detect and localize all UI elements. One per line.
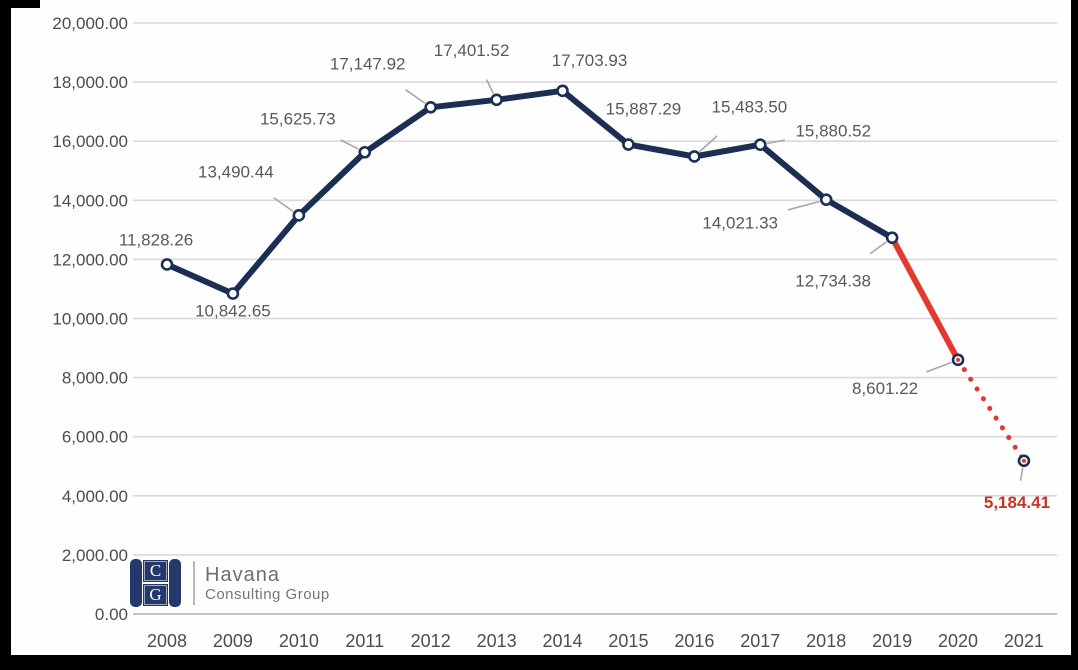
x-label-2014: 2014 xyxy=(542,631,582,651)
x-label-2015: 2015 xyxy=(608,631,648,651)
y-tick-label-12000: 12,000.00 xyxy=(52,250,128,269)
data-point-2019 xyxy=(885,231,899,244)
historical-line xyxy=(164,87,896,297)
data-label-2017: 15,880.52 xyxy=(795,122,871,141)
leader-line-2018 xyxy=(787,200,820,211)
data-label-2020: 8,601.22 xyxy=(852,379,918,398)
data-label-2008: 11,828.26 xyxy=(119,230,193,249)
data-point-2015 xyxy=(622,138,635,151)
leader-line-2020 xyxy=(926,361,952,373)
x-label-2021: 2021 xyxy=(1004,631,1044,651)
x-label-2018: 2018 xyxy=(806,631,846,651)
x-label-2017: 2017 xyxy=(740,631,780,651)
data-label-2009: 10,842.65 xyxy=(195,302,271,321)
havana-consulting-group-logo: C G Havana Consulting Group xyxy=(130,558,330,608)
x-label-2008: 2008 xyxy=(147,631,187,651)
data-point-2011 xyxy=(358,145,372,159)
x-label-2019: 2019 xyxy=(872,631,912,651)
y-tick-label-20000: 20,000.00 xyxy=(52,14,128,33)
y-tick-label-14000: 14,000.00 xyxy=(52,191,128,210)
letterbox-bottom-edge xyxy=(0,655,1078,670)
leader-line-2017 xyxy=(767,139,786,145)
y-tick-label-0: 0.00 xyxy=(95,605,128,624)
leader-line-2010 xyxy=(273,197,294,213)
x-label-2011: 2011 xyxy=(345,631,384,651)
logo-company-subname: Consulting Group xyxy=(205,585,330,603)
logo-monogram: C G xyxy=(143,560,168,606)
decline-2020-line xyxy=(889,234,961,363)
leader-line-2019 xyxy=(869,241,887,255)
data-label-2016: 15,483.50 xyxy=(712,97,788,116)
x-label-2013: 2013 xyxy=(477,631,517,651)
y-tick-label-8000: 8,000.00 xyxy=(62,369,128,388)
x-label-2009: 2009 xyxy=(213,631,253,651)
letterbox-top-left-notch xyxy=(0,0,40,8)
logo-letter-g: G xyxy=(143,584,168,606)
y-tick-label-10000: 10,000.00 xyxy=(52,310,128,329)
y-tick-label-16000: 16,000.00 xyxy=(52,132,128,151)
data-label-2011: 15,625.73 xyxy=(260,109,336,128)
leader-line-2013 xyxy=(485,79,495,94)
data-point-2012 xyxy=(424,100,437,114)
data-label-2014: 17,703.93 xyxy=(552,51,628,70)
leader-line-2012 xyxy=(405,89,426,104)
data-point-2010 xyxy=(292,209,306,222)
logo-divider xyxy=(193,561,195,605)
data-label-2019: 12,734.38 xyxy=(795,272,871,291)
data-label-2013: 17,401.52 xyxy=(434,41,510,60)
x-label-2020: 2020 xyxy=(938,631,978,651)
data-label-2018: 14,021.33 xyxy=(702,214,778,233)
leader-line-2021 xyxy=(1019,467,1024,481)
data-point-2016 xyxy=(688,150,701,163)
x-label-2016: 2016 xyxy=(674,631,714,651)
data-label-2015: 15,887.29 xyxy=(606,100,682,119)
y-tick-label-2000: 2,000.00 xyxy=(62,546,128,565)
x-label-2012: 2012 xyxy=(411,631,451,651)
letterbox-left-edge xyxy=(0,0,11,670)
data-point-center-2021 xyxy=(1021,458,1027,463)
data-point-2008 xyxy=(160,258,174,271)
y-tick-label-18000: 18,000.00 xyxy=(52,73,128,92)
data-point-center-2020 xyxy=(955,357,961,362)
data-point-2017 xyxy=(753,138,767,152)
leader-line-2011 xyxy=(340,139,359,150)
logo-company-name: Havana xyxy=(205,563,280,586)
x-label-2010: 2010 xyxy=(279,631,319,651)
data-label-2010: 13,490.44 xyxy=(198,162,274,181)
data-point-2013 xyxy=(490,93,503,107)
data-point-2014 xyxy=(556,84,569,98)
logo-right-bar-shape xyxy=(169,559,181,607)
data-point-2018 xyxy=(819,193,833,206)
forecast-2021-line xyxy=(955,357,1027,464)
data-label-2012: 17,147.92 xyxy=(330,54,406,73)
leader-line-2016 xyxy=(699,135,718,153)
y-tick-label-4000: 4,000.00 xyxy=(62,487,128,506)
logo-text: Havana Consulting Group xyxy=(205,564,330,603)
data-label-2021: 5,184.41 xyxy=(984,493,1050,512)
logo-left-bar-shape xyxy=(130,559,142,607)
y-tick-label-6000: 6,000.00 xyxy=(62,428,128,447)
data-point-2009 xyxy=(226,287,240,300)
letterbox-right-edge xyxy=(1071,0,1078,670)
logo-letter-c: C xyxy=(143,560,168,582)
